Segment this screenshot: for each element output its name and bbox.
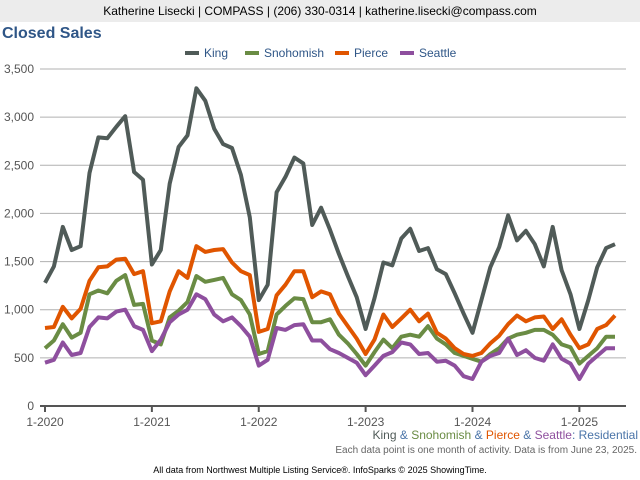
sub-amp: & <box>471 428 486 442</box>
y-tick-label: 500 <box>14 351 34 365</box>
legend-label-king: King <box>204 46 228 60</box>
sub-snohomish: Snohomish <box>411 428 472 442</box>
y-tick-label: 3,500 <box>4 62 34 76</box>
x-tick-label: 1-2020 <box>26 415 64 429</box>
footer: All data from Northwest Multiple Listing… <box>153 465 487 475</box>
y-tick-label: 1,000 <box>4 303 34 317</box>
y-tick-label: 2,000 <box>4 206 34 220</box>
sub-amp: & <box>519 428 535 442</box>
x-tick-label: 1-2024 <box>454 415 492 429</box>
legend-label-snohomish: Snohomish <box>264 46 324 60</box>
legend-label-seattle: Seattle <box>419 46 457 60</box>
y-tick-label: 1,500 <box>4 255 34 269</box>
x-tick-label: 1-2025 <box>561 415 599 429</box>
y-tick-label: 3,000 <box>4 110 34 124</box>
x-tick-label: 1-2021 <box>133 415 171 429</box>
series-line-snohomish <box>43 273 615 368</box>
sub-seattle: Seattle <box>534 428 572 442</box>
chart-subtitle: King & Snohomish & Pierce & Seattle: Res… <box>372 428 638 442</box>
legend-label-pierce: Pierce <box>354 46 388 60</box>
series-line-king <box>43 86 616 335</box>
sub-king: King <box>372 428 397 442</box>
agent-header: Katherine Lisecki | COMPASS | (206) 330-… <box>0 0 640 22</box>
y-tick-label: 2,500 <box>4 158 34 172</box>
sub-pierce: Pierce <box>485 428 520 442</box>
x-tick-label: 1-2022 <box>240 415 278 429</box>
series-line-pierce <box>44 244 617 358</box>
sub-amp: & <box>396 428 412 442</box>
data-note: Each data point is one month of activity… <box>335 445 637 456</box>
y-tick-label: 0 <box>27 399 34 413</box>
x-tick-label: 1-2023 <box>347 415 385 429</box>
series-line-seattle <box>44 292 615 381</box>
sub-suffix: : Residential <box>571 428 638 442</box>
chart-title: Closed Sales <box>2 25 102 42</box>
